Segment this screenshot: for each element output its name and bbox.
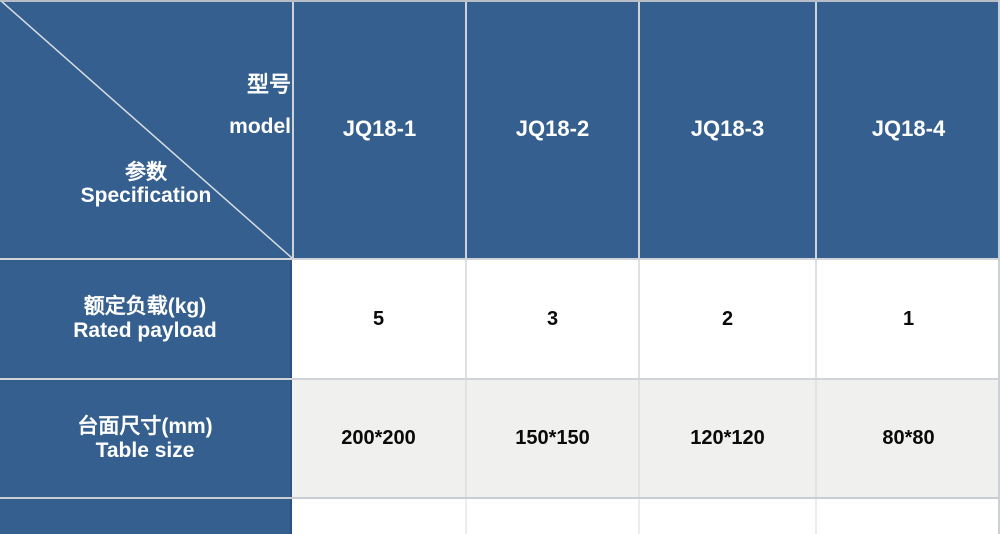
row-label-cjk: 台面尺寸(mm) <box>77 414 213 438</box>
size-value-jq18-2: 150*150 <box>465 380 638 497</box>
column-header-jq18-2: JQ18-2 <box>465 0 638 258</box>
corner-model-labels: 型号 model <box>229 71 291 141</box>
diagonal-divider-line <box>0 0 292 258</box>
payload-value-jq18-1: 5 <box>292 260 465 378</box>
spec-label-cjk: 参数 <box>125 161 167 184</box>
model-label-en: model <box>229 115 291 138</box>
row-label-table-size: 台面尺寸(mm) Table size <box>0 380 292 497</box>
row-label-cjk: 额定负载(kg) <box>83 295 207 318</box>
row-label-en: Rated payload <box>73 319 217 342</box>
row-label-partial <box>0 499 292 534</box>
column-header-jq18-4: JQ18-4 <box>815 0 1000 258</box>
size-value-jq18-4: 80*80 <box>815 380 1000 497</box>
partial-cell <box>465 499 638 534</box>
row-divider <box>0 378 1000 380</box>
model-label-cjk: 型号 <box>246 72 291 97</box>
payload-value-jq18-2: 3 <box>465 260 638 378</box>
partial-cell <box>638 499 815 534</box>
corner-cell: 型号 model 参数 Specification <box>0 0 292 258</box>
column-header-jq18-1: JQ18-1 <box>292 0 465 258</box>
row-divider <box>0 497 1000 499</box>
table-row-table-size: 台面尺寸(mm) Table size 200*200 150*150 120*… <box>0 380 1000 497</box>
column-header-jq18-3: JQ18-3 <box>638 0 815 258</box>
table-row-rated-payload: 额定负载(kg) Rated payload 5 3 2 1 <box>0 260 1000 378</box>
spec-label-en: Specification <box>80 184 212 207</box>
corner-spec-labels: 参数 Specification <box>0 161 292 207</box>
table-top-border <box>0 0 1000 2</box>
size-value-jq18-1: 200*200 <box>292 380 465 497</box>
payload-value-jq18-4: 1 <box>815 260 1000 378</box>
size-value-jq18-3: 120*120 <box>638 380 815 497</box>
header-row: 型号 model 参数 Specification JQ18-1 JQ18-2 … <box>0 0 1000 258</box>
table-row-partial <box>0 499 1000 534</box>
partial-cell <box>815 499 1000 534</box>
payload-value-jq18-3: 2 <box>638 260 815 378</box>
table-right-border <box>998 0 1000 534</box>
row-label-en: Table size <box>95 438 195 462</box>
row-divider <box>0 258 1000 260</box>
row-label-rated-payload: 额定负载(kg) Rated payload <box>0 260 292 378</box>
partial-cell <box>292 499 465 534</box>
